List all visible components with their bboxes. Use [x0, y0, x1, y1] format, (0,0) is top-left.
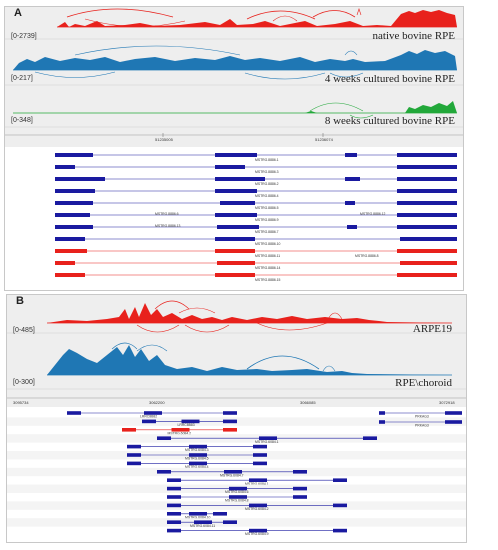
transcript-row: MSTRG.8886.10: [55, 237, 457, 246]
transcript-row: MSTRG.6084.5: [7, 451, 466, 461]
coord-label: 3095734: [13, 400, 29, 405]
transcript-row: MSTRG.6084.10: [167, 512, 227, 519]
track-native-range: [0-2739]: [11, 33, 37, 40]
transcript-label: MSTRG.8886.9: [255, 218, 279, 222]
transcript-row: MSTRG.6084.11: [7, 518, 466, 528]
transcript-label: MSTRG.8886.6: [155, 212, 179, 216]
transcript-label: MSTRG.8886.14: [255, 266, 281, 270]
transcript-label: MSTRG.6084.2: [168, 431, 192, 435]
transcript-label: MSTRG.6084.9: [245, 532, 269, 536]
transcript-label: MSTRG.6084.3: [185, 448, 209, 452]
transcript-label: MSTRG.8886.2: [255, 182, 279, 186]
track-rpe-choroid-range: [0-300]: [13, 379, 35, 386]
transcript-row: MSTRG.6084.3: [127, 444, 267, 452]
panel-b-transcripts: LRRC8B82 LRRC8B83 MSTRG.6084.2 MSTRG.6084.1…: [7, 407, 466, 542]
transcript-label: MSTRG.6084.7: [220, 473, 244, 477]
transcript-row: MSTRG.8886.1: [55, 153, 457, 162]
track-4w-label: 4 weeks cultured bovine RPE: [324, 73, 455, 85]
transcript-label: MSTRG.6084.5: [185, 457, 209, 461]
transcript-label: MSTRG.8886.15: [255, 278, 281, 282]
transcript-row: MSTRG.6084.2: [122, 428, 237, 435]
transcript-label: MSTRG.6084.1: [255, 440, 279, 444]
panel-b-letter: B: [16, 295, 24, 307]
transcript-label: MSTRG.8886.11: [255, 254, 280, 258]
track-8w-coverage: [13, 101, 457, 119]
track-arpe19-range: [0-485]: [13, 327, 35, 334]
transcript-row: MSTRG.6084.7: [7, 467, 466, 477]
transcript-row: MSTRG.8886.14: [55, 261, 457, 270]
panel-b-coverage: [7, 300, 466, 399]
transcript-row: MSTRG.8886.4: [55, 189, 457, 198]
track-rpe-choroid-coverage: [47, 342, 452, 376]
track-arpe19-coverage: [47, 300, 452, 333]
transcript-row: MSTRG.6084.9: [167, 528, 347, 536]
track-arpe19-label: ARPE19: [412, 323, 452, 335]
transcript-label: PRKAG3: [415, 415, 429, 419]
track-4w-range: [0-217]: [11, 75, 33, 82]
coord-label: 3062200: [149, 400, 165, 405]
transcript-label: MSTRG.8886.12: [360, 212, 386, 216]
transcript-label: MSTRG.6084.8: [225, 499, 249, 503]
coord-label: 51236074: [315, 137, 333, 142]
transcript-label: MSTRG.8886.3: [255, 170, 279, 174]
track-4w-coverage: [13, 45, 457, 80]
panel-b-transcript-svg: LRRC8B82 LRRC8B83 MSTRG.6084.2 MSTRG.6084.1…: [7, 411, 466, 536]
transcript-row: MSTRG.6084.6: [7, 484, 466, 494]
panel-a-transcript-svg: MSTRG.8886.1 MSTRG.8886.3 MSTRG.8886.2 MSTR…: [55, 153, 457, 282]
transcript-label: MSTRG.6084.10: [185, 515, 211, 519]
panel-b: B [0-485] ARPE19 [0-300] RPE\choroid: [6, 294, 467, 543]
track-rpe-choroid-label: RPE\choroid: [395, 377, 452, 389]
transcript-row: MSTRG.6084.2: [7, 501, 466, 511]
transcript-label: MSTRG.8886.13: [155, 224, 181, 228]
transcript-row: MSTRG.8886.3: [55, 165, 457, 174]
transcript-row: MSTRG.6084.1: [167, 478, 347, 486]
track-8w-range: [0-348]: [11, 117, 33, 124]
coord-label: 51235005: [155, 137, 173, 142]
transcript-label: MSTRG.8886.8: [355, 254, 379, 258]
transcript-row: MSTRG.8886.9: [55, 213, 457, 222]
track-8w-label: 8 weeks cultured bovine RPE: [324, 115, 455, 127]
coord-label: 3072918: [439, 400, 455, 405]
panel-a-coverage: [5, 8, 463, 137]
transcript-row: MSTRG.6084.4: [127, 461, 267, 469]
panel-a: A: [4, 6, 464, 291]
track-native-label: native bovine RPE: [372, 30, 456, 42]
transcript-label: LRRC8B82: [140, 415, 157, 419]
transcript-row: MSTRG.6084.1: [7, 434, 466, 444]
transcript-row: MSTRG.8886.5: [55, 201, 457, 210]
transcript-label: MSTRG.6084.2: [245, 507, 269, 511]
transcript-label: MSTRG.8886.7: [255, 230, 279, 234]
transcript-label: MSTRG.8886.1: [255, 158, 279, 162]
transcript-row: MSTRG.8886.2: [55, 177, 457, 186]
transcript-label: MSTRG.6084.4: [185, 465, 209, 469]
transcript-row: MSTRG.8886.15: [55, 273, 457, 282]
transcript-row: PRKAG3: [379, 420, 462, 428]
transcript-row: MSTRG.8886.7: [55, 225, 457, 234]
panel-a-letter: A: [14, 7, 22, 19]
transcript-label: MSTRG.8886.5: [255, 206, 279, 210]
transcript-label: MSTRG.8886.10: [255, 242, 281, 246]
transcript-row: LRRC8B82: [67, 411, 237, 419]
transcript-label: MSTRG.6084.1: [245, 482, 269, 486]
transcript-label: PRKAG3: [415, 424, 429, 428]
panel-a-transcripts: MSTRG.8886.1 MSTRG.8886.3 MSTRG.8886.2 MSTR…: [5, 147, 463, 290]
transcript-row: LRRC8B83: [7, 417, 466, 427]
transcript-label: MSTRG.6084.11: [190, 524, 215, 528]
coord-label: 3066085: [300, 400, 316, 405]
track-native-coverage: [57, 8, 457, 28]
transcript-label: MSTRG.8886.4: [255, 194, 279, 198]
transcript-label: LRRC8B83: [178, 423, 195, 427]
transcript-row: MSTRG.6084.8: [167, 495, 307, 503]
transcript-row: PRKAG3: [379, 411, 462, 419]
transcript-label: MSTRG.6084.6: [225, 490, 249, 494]
transcript-row: MSTRG.8886.11: [55, 249, 457, 258]
